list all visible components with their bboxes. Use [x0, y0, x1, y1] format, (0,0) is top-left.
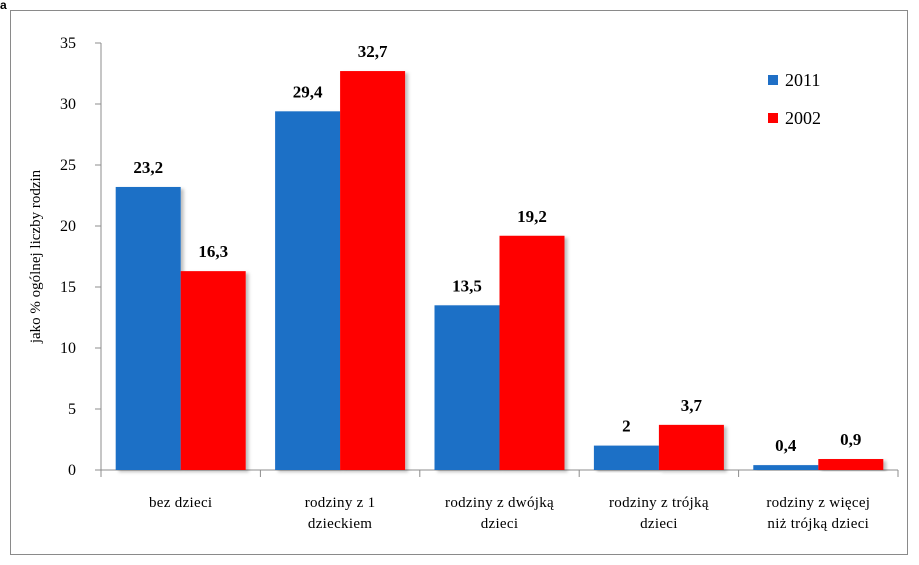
- bar-2002-2: [499, 235, 565, 470]
- y-tick-label: 30: [60, 96, 76, 113]
- y-tick-label: 0: [68, 462, 76, 479]
- category-label-3: dzieci: [640, 516, 678, 532]
- category-label-1: rodziny z 1: [305, 495, 376, 511]
- category-label-4: niż trójką dzieci: [767, 516, 869, 532]
- data-label-2002-1: 32,7: [358, 42, 388, 61]
- bar-2011-0: [115, 186, 181, 470]
- data-label-2002-2: 19,2: [517, 207, 547, 226]
- bar-2002-1: [340, 71, 406, 470]
- data-label-2002-0: 16,3: [198, 242, 228, 261]
- bar-2011-3: [593, 445, 659, 470]
- data-label-2002-3: 3,7: [681, 396, 703, 415]
- bar-2002-0: [180, 271, 246, 470]
- corner-mark: a: [0, 0, 7, 12]
- y-tick-label: 15: [60, 279, 76, 296]
- bar-2002-3: [658, 424, 724, 470]
- data-label-2011-0: 23,2: [133, 158, 163, 177]
- y-tick-label: 20: [60, 218, 76, 235]
- legend-label-2002: 2002: [785, 108, 821, 128]
- data-label-2002-4: 0,9: [840, 430, 861, 449]
- y-tick-label: 10: [60, 340, 76, 357]
- y-tick-label: 5: [68, 401, 76, 418]
- bar-2011-2: [434, 305, 500, 470]
- category-label-2: dzieci: [481, 516, 519, 532]
- data-label-2011-3: 2: [622, 417, 631, 436]
- category-label-2: rodziny z dwójką: [445, 495, 554, 511]
- y-axis-title: jako % ogólnej liczby rodzin: [28, 169, 44, 344]
- legend-swatch-2011: [768, 75, 778, 85]
- category-label-3: rodziny z trójką: [609, 495, 709, 511]
- data-label-2011-4: 0,4: [775, 436, 797, 455]
- category-label-1: dzieckiem: [308, 516, 372, 532]
- data-label-2011-1: 29,4: [293, 82, 323, 101]
- y-tick-label: 25: [60, 157, 76, 174]
- category-label-0: bez dzieci: [149, 495, 212, 511]
- bar-2011-4: [753, 465, 819, 470]
- bar-2011-1: [275, 111, 341, 470]
- data-label-2011-2: 13,5: [452, 276, 482, 295]
- legend-swatch-2002: [768, 113, 778, 123]
- legend-label-2011: 2011: [785, 70, 820, 90]
- category-label-4: rodziny z więcej: [766, 495, 870, 511]
- bar-2002-4: [818, 459, 884, 470]
- y-tick-label: 35: [60, 35, 76, 52]
